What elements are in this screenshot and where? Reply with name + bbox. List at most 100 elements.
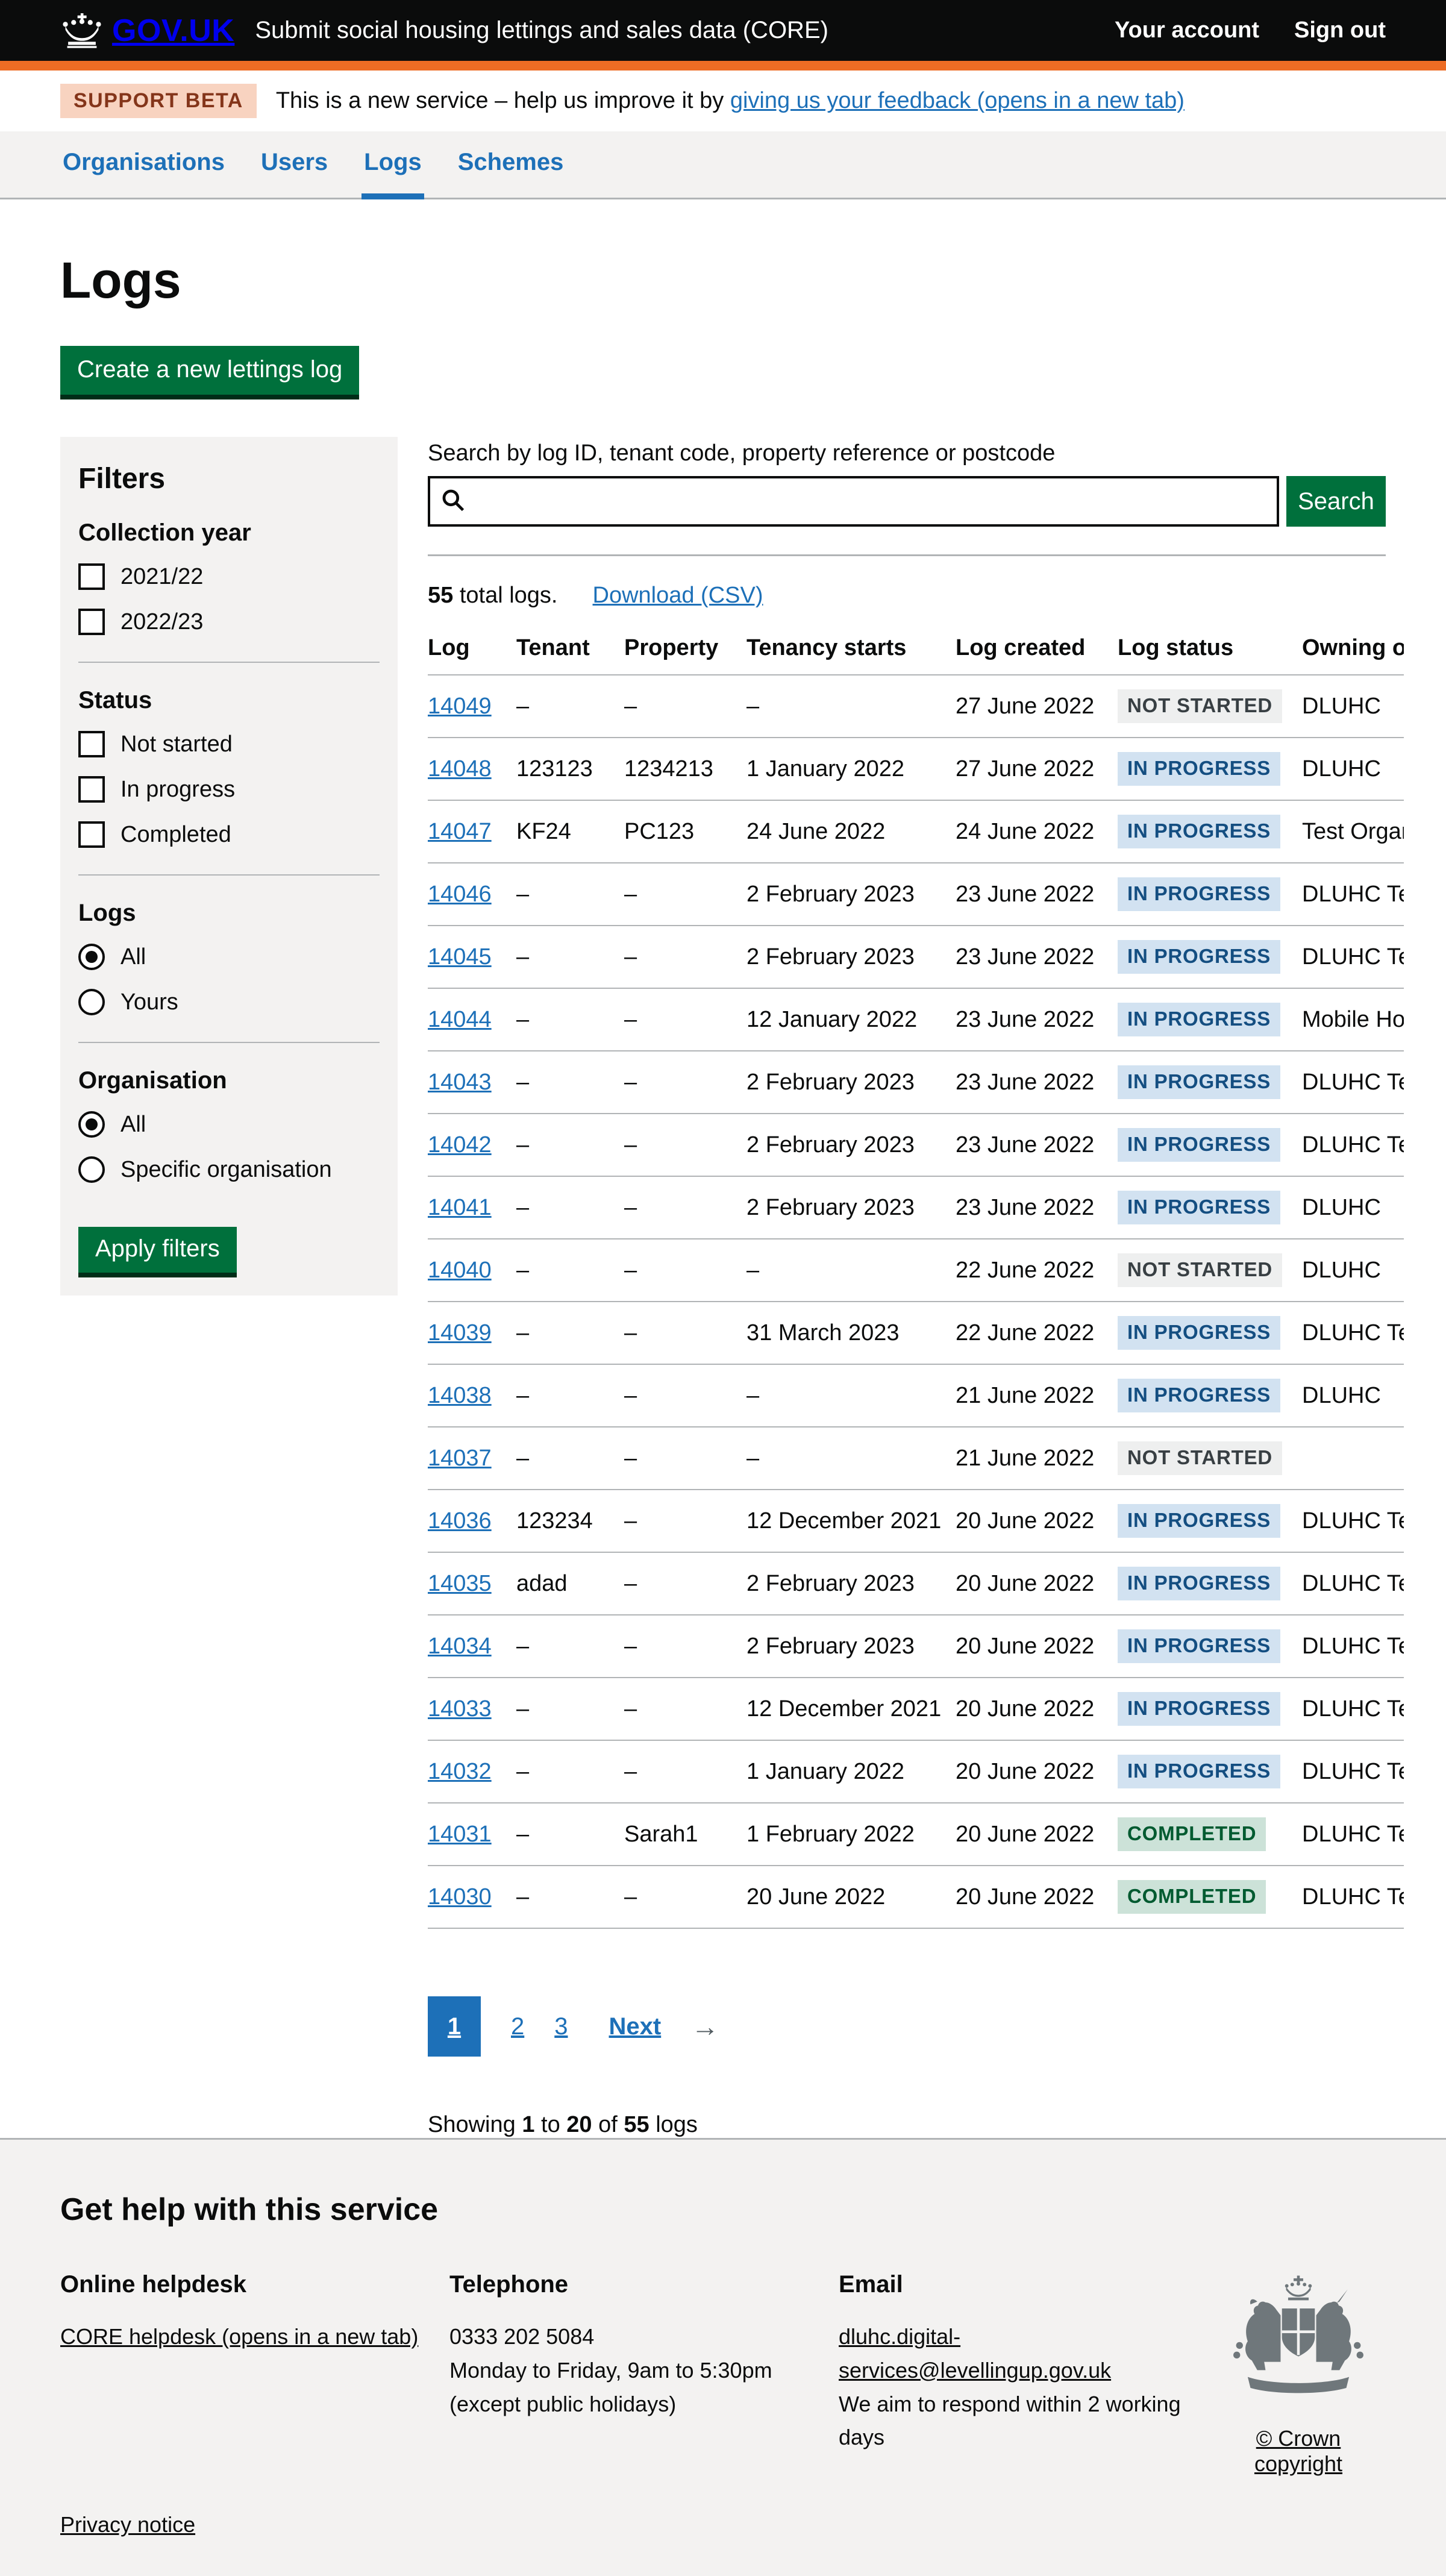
- log-link-14042[interactable]: 14042: [428, 1132, 492, 1158]
- footer-column-email: Email dluhc.digital-services@levellingup.…: [839, 2271, 1228, 2454]
- cell-tenancy-starts: 2 February 2023: [746, 1051, 956, 1114]
- checkbox-option-completed[interactable]: Completed: [78, 821, 380, 848]
- nav-item-logs[interactable]: Logs: [362, 131, 424, 199]
- status-badge: IN PROGRESS: [1118, 1629, 1281, 1663]
- cell-log-created: 20 June 2022: [956, 1803, 1118, 1866]
- feedback-link[interactable]: giving us your feedback (opens in a new …: [730, 88, 1185, 113]
- log-link-14048[interactable]: 14048: [428, 756, 492, 782]
- log-link-14031[interactable]: 14031: [428, 1821, 492, 1847]
- filter-group-title-organisation: Organisation: [78, 1067, 227, 1094]
- footer-link-core-helpdesk-opens-in-a-new-t[interactable]: CORE helpdesk (opens in a new tab): [60, 2324, 419, 2349]
- cell-tenancy-starts: 20 June 2022: [746, 1866, 956, 1929]
- cell-property: –: [624, 1114, 746, 1177]
- your-account-link[interactable]: Your account: [1115, 17, 1260, 43]
- radio-option-specific-organisation[interactable]: Specific organisation: [78, 1156, 380, 1183]
- log-link-14030[interactable]: 14030: [428, 1884, 492, 1910]
- nav-item-users[interactable]: Users: [260, 149, 328, 175]
- log-link-14039[interactable]: 14039: [428, 1320, 492, 1346]
- log-link-14034[interactable]: 14034: [428, 1633, 492, 1659]
- log-link-14036[interactable]: 14036: [428, 1508, 492, 1534]
- checkbox-not-started[interactable]: [78, 731, 105, 757]
- status-badge: IN PROGRESS: [1118, 877, 1281, 911]
- cell-log-status: IN PROGRESS: [1118, 1490, 1302, 1553]
- checkbox-2022-23[interactable]: [78, 609, 105, 635]
- radio-specific-organisation[interactable]: [78, 1156, 105, 1183]
- sign-out-link[interactable]: Sign out: [1294, 17, 1386, 43]
- pagination-current-page[interactable]: 1: [428, 1996, 481, 2057]
- table-row: 14030– –20 June 2022 20 June 2022 COMPLETED…: [428, 1866, 1404, 1929]
- apply-filters-button[interactable]: Apply filters: [78, 1227, 237, 1273]
- search-input[interactable]: [466, 478, 1267, 524]
- log-link-14049[interactable]: 14049: [428, 693, 492, 719]
- cell-property: –: [624, 1490, 746, 1553]
- service-name[interactable]: Submit social housing lettings and sales…: [255, 17, 828, 43]
- create-lettings-log-button[interactable]: Create a new lettings log: [60, 346, 360, 395]
- footer-link-dluhc-digital-services-levelli[interactable]: dluhc.digital-services@levellingup.gov.u…: [839, 2324, 1112, 2383]
- download-csv-link[interactable]: Download (CSV): [592, 583, 763, 608]
- radio-option-all[interactable]: All: [78, 944, 380, 970]
- pagination-page-3[interactable]: 3: [554, 2013, 568, 2040]
- log-link-14045[interactable]: 14045: [428, 944, 492, 970]
- footer-column-online-helpdesk: Online helpdesk CORE helpdesk (opens in a…: [60, 2271, 449, 2454]
- cell-log-status: IN PROGRESS: [1118, 1051, 1302, 1114]
- checkbox-completed[interactable]: [78, 821, 105, 848]
- nav-item-schemes[interactable]: Schemes: [457, 149, 564, 175]
- log-link-14043[interactable]: 14043: [428, 1069, 492, 1095]
- log-link-14033[interactable]: 14033: [428, 1696, 492, 1722]
- radio-all[interactable]: [78, 1111, 105, 1138]
- filters-title: Filters: [78, 463, 166, 495]
- radio-option-yours[interactable]: Yours: [78, 989, 380, 1015]
- checkbox-option-in-progress[interactable]: In progress: [78, 776, 380, 803]
- table-row: 14035 adad –2 February 2023 20 June 2022 IN …: [428, 1552, 1404, 1615]
- checkbox-in-progress[interactable]: [78, 776, 105, 803]
- log-link-14037[interactable]: 14037: [428, 1445, 492, 1471]
- cell-tenant: –: [516, 1051, 624, 1114]
- cell-tenant: –: [516, 675, 624, 738]
- checkbox-option-2021-22[interactable]: 2021/22: [78, 563, 380, 590]
- radio-yours[interactable]: [78, 989, 105, 1015]
- cell-owning-organisation: DLUHC Tes: [1302, 1740, 1404, 1804]
- pagination-next-link[interactable]: Next: [609, 2013, 662, 2040]
- search-button[interactable]: Search: [1286, 476, 1386, 527]
- cell-property: –: [624, 1866, 746, 1929]
- beta-tag: SUPPORT BETA: [60, 84, 257, 118]
- cell-tenancy-starts: 2 February 2023: [746, 1552, 956, 1615]
- log-link-14032[interactable]: 14032: [428, 1758, 492, 1784]
- log-link-14035[interactable]: 14035: [428, 1570, 492, 1596]
- cell-log: 14041: [428, 1176, 516, 1239]
- cell-owning-organisation: Test Organi: [1302, 800, 1404, 863]
- nav-item-organisations[interactable]: Organisations: [63, 149, 225, 175]
- pagination-page-2[interactable]: 2: [511, 2013, 525, 2040]
- cell-tenant: –: [516, 1678, 624, 1741]
- log-link-14041[interactable]: 14041: [428, 1194, 492, 1220]
- results-section: Search by log ID, tenant code, property …: [428, 437, 1404, 2138]
- filter-group-title-status: Status: [78, 687, 152, 713]
- table-body: 14049– – –27 June 2022 NOT STARTED DLUHC 1404…: [428, 675, 1404, 1929]
- showing-summary: Showing 1 to 20 of 55 logs: [428, 2112, 1386, 2138]
- privacy-notice-link[interactable]: Privacy notice: [60, 2512, 196, 2537]
- log-link-14044[interactable]: 14044: [428, 1006, 492, 1032]
- table-row: 14037– – –21 June 2022 NOT STARTED: [428, 1427, 1404, 1490]
- cell-log: 14040: [428, 1239, 516, 1302]
- status-badge: IN PROGRESS: [1118, 815, 1281, 848]
- search-box[interactable]: [428, 476, 1279, 527]
- cell-log-status: NOT STARTED: [1118, 1239, 1302, 1302]
- status-badge: IN PROGRESS: [1118, 1128, 1281, 1162]
- checkbox-2021-22[interactable]: [78, 563, 105, 590]
- radio-all[interactable]: [78, 944, 105, 970]
- crown-copyright-link[interactable]: © Crown copyright: [1254, 2426, 1343, 2476]
- page-title: Logs: [60, 252, 181, 309]
- footer-line: 0333 202 5084: [449, 2324, 595, 2349]
- log-link-14047[interactable]: 14047: [428, 818, 492, 844]
- checkbox-option-2022-23[interactable]: 2022/23: [78, 609, 380, 635]
- govuk-logo[interactable]: GOV.UK: [60, 13, 234, 49]
- log-link-14046[interactable]: 14046: [428, 881, 492, 907]
- checkbox-option-not-started[interactable]: Not started: [78, 731, 380, 757]
- cell-tenant: 123234: [516, 1490, 624, 1553]
- cell-log: 14037: [428, 1427, 516, 1490]
- radio-option-all[interactable]: All: [78, 1111, 380, 1138]
- log-link-14040[interactable]: 14040: [428, 1257, 492, 1283]
- footer-column-heading: Online helpdesk: [60, 2271, 246, 2298]
- log-link-14038[interactable]: 14038: [428, 1382, 492, 1408]
- cell-owning-organisation: DLUHC: [1302, 1239, 1404, 1302]
